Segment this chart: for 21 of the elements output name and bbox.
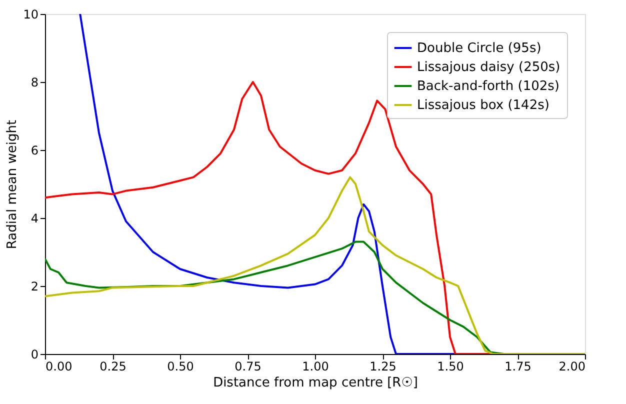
y-tick-label: 4 <box>30 212 38 226</box>
y-axis-title: Radial mean weight <box>5 120 20 250</box>
x-tick-label: 1.25 <box>370 360 396 374</box>
x-tick-label: 1.50 <box>437 360 464 374</box>
x-tick-label: 1.75 <box>504 360 532 374</box>
legend-label: Lissajous daisy (250s) <box>417 60 560 75</box>
legend-label: Back-and-forth (102s) <box>417 79 560 94</box>
x-tick-label: 2.00 <box>558 360 586 374</box>
y-tick-label: 0 <box>30 348 38 362</box>
x-tick-label: 0.75 <box>234 360 262 374</box>
y-tick-label: 8 <box>30 76 38 90</box>
x-axis-title: Distance from map centre [R☉] <box>213 376 418 390</box>
x-tick-label: 0.25 <box>100 360 126 374</box>
y-tick-label: 2 <box>30 280 38 294</box>
legend-label: Lissajous box (142s) <box>417 98 550 113</box>
y-tick-label: 6 <box>30 144 38 158</box>
y-tick-label: 10 <box>23 8 38 22</box>
x-tick-label: 0.50 <box>167 360 194 374</box>
x-tick-label: 1.00 <box>302 360 329 374</box>
x-tick-label: 0.00 <box>46 360 72 374</box>
legend-label: Double Circle (95s) <box>417 41 542 56</box>
